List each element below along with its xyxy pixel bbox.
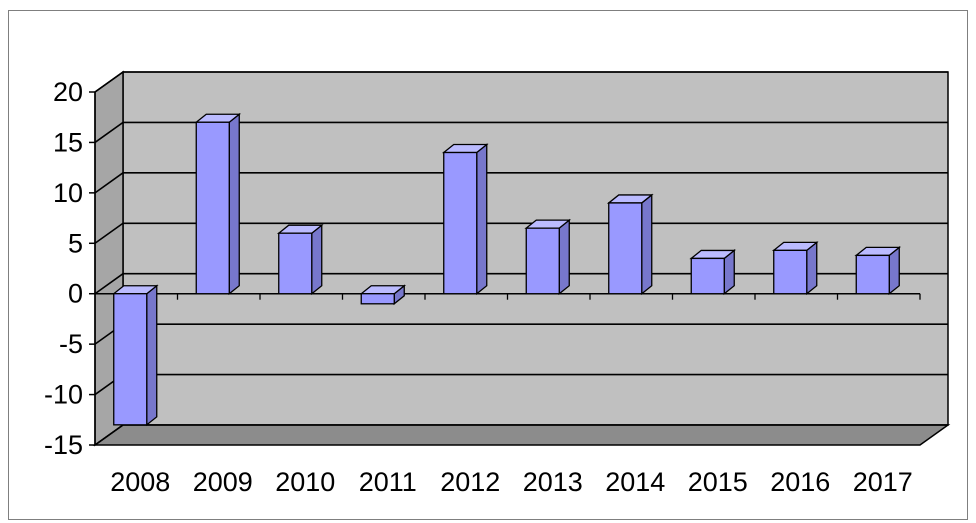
x-tick-label: 2008 (110, 467, 170, 497)
y-tick-label: 5 (68, 228, 83, 258)
bar-front (773, 249, 808, 295)
bar-front (443, 151, 478, 295)
bar-front (608, 202, 643, 295)
bar-side (806, 240, 818, 296)
y-tick-label: 0 (68, 279, 83, 309)
gridline (94, 272, 948, 295)
bar-2015 (689, 249, 737, 296)
gridline (94, 172, 948, 194)
x-tick-label: 2013 (523, 467, 583, 497)
bar-2016 (771, 240, 819, 296)
bar-2014 (606, 193, 654, 296)
bar-2017 (854, 246, 902, 296)
bar-side (228, 112, 240, 296)
bar-side (146, 284, 158, 427)
x-tick-label: 2015 (688, 467, 748, 497)
bar-side (476, 143, 488, 296)
bar-2009 (194, 112, 242, 296)
y-tick-label: 10 (53, 178, 83, 208)
y-tick-label: -15 (44, 430, 83, 460)
bar-front (360, 293, 395, 305)
bar-side (558, 218, 570, 296)
floor (92, 424, 951, 446)
x-tick-label: 2011 (359, 467, 417, 497)
gridline (94, 121, 948, 144)
x-tick-label: 2009 (193, 467, 253, 497)
x-tick-label: 2012 (440, 467, 500, 497)
bar-side (311, 223, 323, 296)
bar-side (641, 193, 653, 296)
bar-front (690, 257, 725, 295)
x-axis-ticks: 2008 2009 2010 2011 2012 2013 2014 2015 2016 2017 (110, 467, 913, 497)
bar-2011 (359, 284, 407, 306)
y-tick-label: -5 (59, 329, 83, 359)
gridline (94, 222, 948, 244)
y-tick-label: -10 (44, 380, 83, 410)
bar-front (525, 227, 560, 295)
bar-front (278, 232, 313, 295)
y-tick-label: 20 (53, 77, 83, 107)
x-tick-label: 2010 (275, 467, 335, 497)
bar-front (113, 293, 148, 426)
x-tick-label: 2016 (770, 467, 830, 497)
bar-2008 (111, 284, 159, 427)
x-tick-label: 2017 (853, 467, 913, 497)
bar-front (195, 121, 230, 295)
bars (111, 112, 902, 427)
bar-2010 (276, 223, 324, 296)
y-axis-ticks: 20 15 10 5 0 -5 -10 -15 (44, 77, 83, 460)
bar-2013 (524, 218, 572, 296)
y-tick-label: 15 (53, 127, 83, 157)
bar-2012 (441, 143, 489, 296)
gridline (94, 71, 948, 93)
bar-front (855, 254, 890, 295)
x-tick-label: 2014 (605, 467, 665, 497)
